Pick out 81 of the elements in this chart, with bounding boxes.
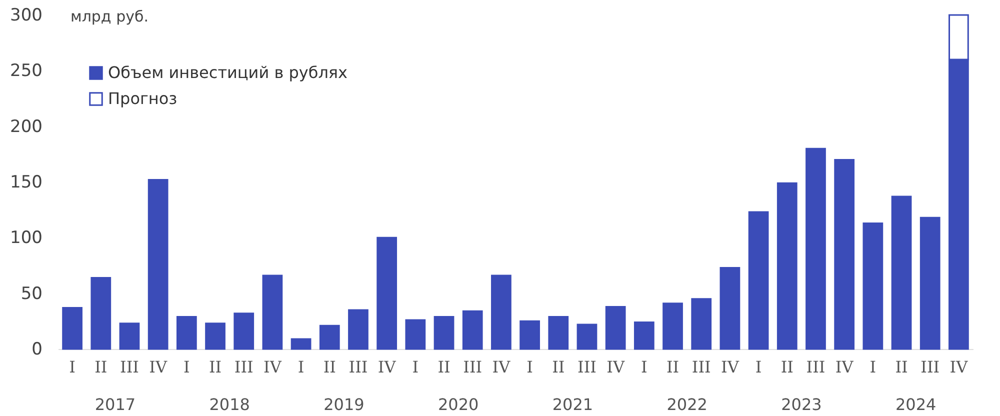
y-tick-label: 50 [20,284,42,304]
legend-label: Прогноз [108,89,178,108]
y-tick-label: 200 [10,116,42,137]
x-tick-label: I [184,358,190,376]
bar [776,182,798,350]
bar [205,322,226,350]
text: 2023 [781,395,822,414]
x-tick-label: II [323,358,336,376]
bar [90,276,112,350]
bar [290,338,312,350]
text: 2024 [895,395,936,414]
bar [576,324,598,350]
text: 2022 [666,395,708,414]
x-tick-label: II [94,358,108,376]
text: 2019 [324,395,364,414]
bar [491,274,512,350]
x-tick-label: IV [492,358,511,376]
bar [520,320,540,350]
bar [434,316,454,350]
y-tick-label: 250 [10,61,42,82]
bar [691,298,712,350]
x-tick-label: I [298,358,304,376]
bar [748,211,769,350]
x-tick-label: III [692,358,711,376]
x-tick-label: III [234,358,254,376]
x-tick-label: I [641,358,648,376]
bar [176,316,197,350]
bar [634,322,654,350]
bar [462,310,483,350]
bar [806,148,826,350]
x-tick-label: III [348,358,368,376]
x-tick-label: III [463,358,482,376]
legend-label: Объем инвестиций в рублях [108,63,348,82]
x-tick-label: IV [378,358,396,376]
bar [62,307,82,350]
bar [548,316,569,350]
y-tick-label: 100 [10,228,42,248]
text: 2020 [438,395,479,414]
bar [891,196,912,350]
bar [662,302,683,350]
bar [319,324,340,350]
bar [119,322,140,350]
text: 2018 [209,395,250,414]
x-tick-label: IV [149,358,168,376]
text: 2021 [552,395,594,414]
x-tick-label: III [806,358,826,376]
x-tick-label: IV [264,358,282,376]
x-tick-label: I [69,358,76,376]
bar [862,222,884,350]
bar [920,216,940,350]
x-tick-label: IV [950,358,968,376]
bar [148,179,168,350]
x-tick-label: III [578,358,596,376]
x-tick-label: II [895,358,908,376]
x-tick-label: IV [606,358,625,376]
x-tick-label: II [438,358,450,376]
x-tick-label: II [552,358,565,376]
x-tick-label: I [755,358,762,376]
x-tick-label: II [780,358,794,376]
x-tick-label: IV [721,358,740,376]
x-tick-label: I [412,358,419,376]
y-tick-label: 300 [10,6,42,26]
bar [376,236,398,350]
x-tick-label: I [870,358,876,376]
y-axis-title: млрд руб. [70,8,148,26]
x-tick-label: IV [835,358,854,376]
y-tick-label: 0 [32,340,42,360]
x-tick-label: III [920,358,940,376]
bar [605,306,626,350]
bar [234,312,254,350]
bar [405,319,426,350]
bar [262,274,283,350]
y-tick-label: 150 [10,172,42,192]
bar [834,158,855,350]
bar [348,309,368,350]
x-tick-label: II [666,358,680,376]
x-tick-label: I [526,358,533,376]
x-tick-label: III [120,358,139,376]
x-tick-label: II [208,358,222,376]
bar [720,266,740,350]
text: 2017 [94,395,136,414]
